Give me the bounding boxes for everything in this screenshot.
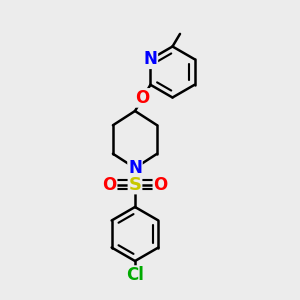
- Text: O: O: [153, 176, 168, 194]
- Text: N: N: [128, 159, 142, 177]
- Text: N: N: [143, 50, 158, 68]
- Text: Cl: Cl: [126, 266, 144, 284]
- Text: O: O: [136, 89, 150, 107]
- Text: O: O: [102, 176, 117, 194]
- Text: S: S: [128, 176, 142, 194]
